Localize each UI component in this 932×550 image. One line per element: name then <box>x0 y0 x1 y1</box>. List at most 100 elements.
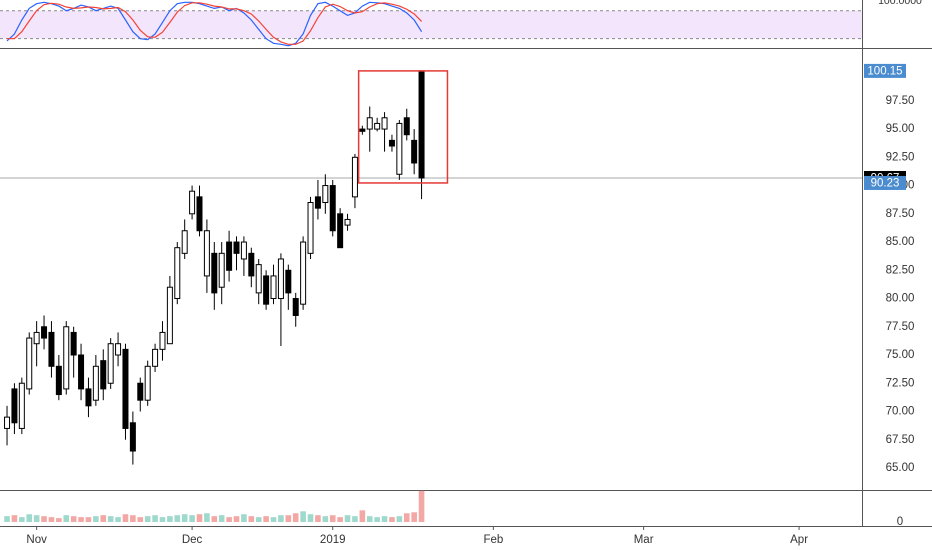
candle-body <box>255 264 262 294</box>
y-tick-label: 77.50 <box>886 321 915 333</box>
volume-bar <box>167 516 173 522</box>
candle-body <box>300 241 307 305</box>
volume-bar <box>418 490 425 522</box>
volume-bar <box>48 517 55 522</box>
candle-body <box>322 185 329 204</box>
volume-bar <box>26 514 33 522</box>
volume-bar <box>226 517 232 522</box>
candle-body <box>351 156 358 198</box>
volume-bar <box>107 516 114 522</box>
volume-bar <box>204 513 210 522</box>
volume-bar <box>344 515 351 522</box>
volume-bar <box>263 516 269 522</box>
candle-body <box>115 343 122 356</box>
candle-body <box>344 218 351 226</box>
candle-body <box>388 139 395 147</box>
candle-body <box>63 326 70 390</box>
candle-body <box>248 252 255 277</box>
candle-body <box>48 331 55 367</box>
candle-body <box>263 275 270 305</box>
candle-body <box>240 241 247 260</box>
candle-body <box>78 354 85 390</box>
volume-bar <box>359 510 366 522</box>
y-tick-label: 75.00 <box>886 349 915 361</box>
candle-body <box>270 275 277 300</box>
candle-body <box>55 365 62 396</box>
volume-bar <box>152 515 158 522</box>
price-label: 90.23 <box>871 177 900 189</box>
y-tick-label: 95.00 <box>886 123 915 135</box>
volume-bar <box>337 517 343 522</box>
y-tick-label: 100.0000 <box>878 0 922 7</box>
candle-body <box>70 331 77 356</box>
volume-bar <box>352 516 358 522</box>
candle-body <box>366 117 373 130</box>
volume-bar <box>196 514 203 522</box>
price-label: 100.15 <box>867 65 902 77</box>
band <box>0 10 862 39</box>
volume-bar <box>241 514 247 522</box>
candle-body <box>107 343 114 384</box>
y-tick-label: 87.50 <box>886 208 915 220</box>
candle-body <box>11 388 18 424</box>
highlight-box <box>357 70 449 184</box>
volume-bar <box>248 516 255 522</box>
candle-body <box>374 122 381 130</box>
y-tick-label: 65.00 <box>886 462 915 474</box>
volume-bar <box>115 517 121 522</box>
candle-body <box>166 286 173 345</box>
volume-bar <box>189 515 195 522</box>
volume-bar <box>78 517 84 522</box>
candle-body <box>226 241 233 271</box>
volume-bar <box>100 515 107 522</box>
volume-bar <box>174 515 181 522</box>
candle-body <box>233 241 240 254</box>
volume-bar <box>389 517 395 522</box>
volume-bar <box>366 516 373 522</box>
candle-body <box>411 139 418 164</box>
volume-bar <box>70 516 77 522</box>
volume-bar <box>300 511 306 522</box>
y-tick-label: 80.00 <box>886 293 915 305</box>
candle-body <box>285 269 292 294</box>
candle-body <box>26 337 33 390</box>
candle-body <box>137 382 144 401</box>
volume-bar <box>181 514 188 522</box>
volume-bar <box>255 517 262 522</box>
volume-bar <box>63 515 70 522</box>
x-tick-label: 2019 <box>320 534 346 546</box>
y-tick-label: 0 <box>897 516 903 528</box>
volume-bar <box>403 513 410 522</box>
candle-body <box>307 202 314 254</box>
candle-body <box>314 196 321 209</box>
y-tick-label: 70.00 <box>886 406 915 418</box>
volume-bar <box>41 516 47 522</box>
candle-body <box>203 230 210 277</box>
candle-body <box>152 348 159 367</box>
oscillator-line <box>6 1 423 47</box>
candle-body <box>33 331 40 345</box>
volume-bar <box>292 513 299 522</box>
y-tick-label: 72.50 <box>886 377 915 389</box>
y-tick-label: 92.50 <box>886 151 915 163</box>
y-tick-label: 82.50 <box>886 264 915 276</box>
volume-bar <box>211 516 218 522</box>
volume-bar <box>285 515 292 522</box>
volume-bar <box>270 517 277 522</box>
y-tick-label: 67.50 <box>886 434 915 446</box>
volume-bar <box>329 515 336 522</box>
candle-body <box>218 252 225 288</box>
volume-bar <box>233 516 240 522</box>
candle-body <box>41 326 48 339</box>
candle-body <box>174 247 181 300</box>
volume-bar <box>374 517 380 522</box>
candle-body <box>403 117 410 136</box>
candle-body <box>189 190 196 215</box>
volume-bar <box>11 515 18 522</box>
candle-body <box>211 252 218 294</box>
x-tick-label: Apr <box>790 534 808 546</box>
candle-body <box>181 230 188 254</box>
volume-bar <box>4 516 10 522</box>
volume-bar <box>33 515 40 522</box>
